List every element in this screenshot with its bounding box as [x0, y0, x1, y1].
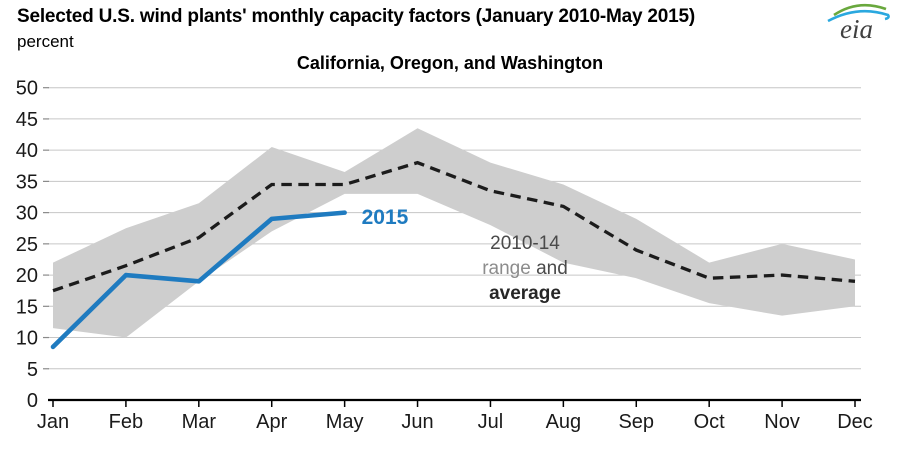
- range-average-annotation: 2010-14 range and average: [440, 231, 610, 306]
- range-annotation-line3: average: [489, 283, 561, 304]
- x-tick-label: Oct: [694, 411, 726, 433]
- x-tick-label: Nov: [764, 411, 800, 433]
- series-2015-line: [50, 210, 347, 350]
- y-tick-label: 50: [16, 78, 38, 100]
- range-annotation-line1: 2010-14: [490, 233, 560, 254]
- y-tick-label: 30: [16, 203, 38, 225]
- series-2015-label: 2015: [361, 205, 409, 229]
- eia-logo-green-swoosh-icon: [833, 3, 887, 17]
- y-tick-label: 15: [16, 296, 38, 318]
- y-tick-label: 40: [16, 140, 38, 162]
- x-tick-labels: Jan Feb Mar Apr May Jun Jul Aug Sep Oct Nov Dec: [37, 411, 873, 433]
- x-tick-label: Aug: [546, 411, 582, 433]
- range-band: [53, 128, 855, 338]
- chart-title: Selected U.S. wind plants' monthly capac…: [17, 6, 695, 27]
- range-annotation-line2: range and: [440, 256, 610, 281]
- x-tick-label: May: [326, 411, 364, 433]
- y-tick-label: 35: [16, 171, 38, 193]
- y-tick-label: 10: [16, 328, 38, 350]
- y-tick-label: 45: [16, 109, 38, 131]
- y-tick-label: 0: [27, 390, 38, 412]
- x-tick-label: Jun: [401, 411, 433, 433]
- y-tick-label: 20: [16, 265, 38, 287]
- eia-logo-text: eia: [840, 14, 873, 44]
- x-tick-label: Jan: [37, 411, 69, 433]
- y-axis-units-label: percent: [17, 32, 74, 51]
- x-tick-label: Feb: [109, 411, 143, 433]
- eia-logo-blue-swoosh-icon: [827, 9, 890, 23]
- x-tick-label: Sep: [618, 411, 654, 433]
- y-tick-label: 5: [27, 359, 38, 381]
- x-tick-label: Jul: [478, 411, 504, 433]
- y-tick-label: 25: [16, 234, 38, 256]
- and-word: and: [530, 258, 568, 279]
- range-word: range: [482, 258, 531, 279]
- eia-logo: eia: [824, 0, 894, 44]
- x-tick-label: Mar: [182, 411, 217, 433]
- x-tick-label: Dec: [837, 411, 873, 433]
- average-line: [52, 160, 856, 293]
- x-tick-label: Apr: [256, 411, 287, 433]
- y-tick-labels: 0 5 10 15 20 25 30 35 40 45 50: [16, 78, 38, 412]
- chart-subtitle: California, Oregon, and Washington: [296, 53, 604, 73]
- x-axis: [48, 398, 861, 407]
